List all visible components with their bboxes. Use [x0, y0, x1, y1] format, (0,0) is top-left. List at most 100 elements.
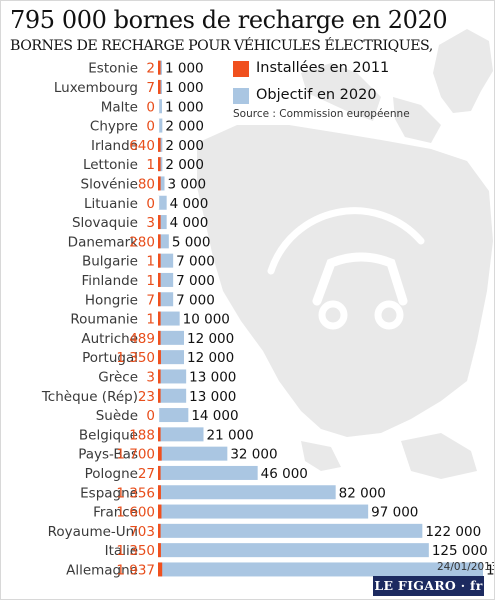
- country-label: Luxembourg: [54, 80, 138, 96]
- country-label: Bulgarie: [82, 254, 138, 270]
- target-value-label: 7 000: [176, 292, 215, 308]
- installed-bar: [158, 60, 161, 75]
- installed-value-label: 280: [129, 234, 155, 250]
- installed-value-label: 0: [146, 99, 155, 115]
- country-label: Estonie: [88, 61, 138, 77]
- country-label: Roumanie: [70, 312, 138, 328]
- target-bar: [158, 369, 187, 384]
- installed-bar: [158, 369, 161, 384]
- target-bar: [158, 215, 167, 230]
- country-label: Slovaquie: [72, 215, 138, 231]
- target-bar: [158, 311, 180, 326]
- installed-bar: [158, 446, 162, 461]
- installed-bar: [158, 465, 161, 480]
- installed-bar: [158, 408, 160, 423]
- target-value-label: 7 000: [176, 254, 215, 270]
- installed-value-label: 1: [146, 312, 155, 328]
- installed-value-label: 1: [146, 254, 155, 270]
- installed-value-label: 489: [129, 331, 155, 347]
- country-label: Allemagne: [66, 562, 138, 578]
- source-note: Source : Commission européenne: [233, 108, 410, 120]
- target-bar: [158, 176, 165, 191]
- installed-value-label: 27: [138, 466, 155, 482]
- installed-value-label: 1 700: [116, 447, 155, 463]
- installed-bar: [158, 253, 161, 268]
- country-label: Irlande: [91, 138, 138, 154]
- installed-bar: [158, 272, 161, 287]
- installed-value-label: 1 600: [116, 505, 155, 521]
- installed-bar: [158, 292, 161, 307]
- country-label: Malte: [101, 99, 138, 115]
- target-bar: [158, 272, 174, 287]
- le-figaro-logo: LE FIGARO · fr: [373, 576, 484, 596]
- target-bar: [158, 253, 174, 268]
- target-value-label: 1 000: [165, 80, 204, 96]
- target-bar: [158, 523, 423, 538]
- installed-bar: [158, 137, 161, 152]
- target-value-label: 5 000: [172, 234, 211, 250]
- country-label: Grèce: [98, 369, 138, 385]
- installed-bar: [158, 311, 161, 326]
- legend-swatch-target: [233, 88, 249, 104]
- installed-bar: [158, 485, 161, 500]
- target-value-label: 150 000: [486, 562, 495, 578]
- country-label: Slovénie: [81, 176, 139, 192]
- target-value-label: 46 000: [261, 466, 308, 482]
- target-value-label: 12 000: [187, 331, 234, 347]
- installed-bar: [158, 157, 161, 172]
- installed-bar: [158, 523, 161, 538]
- country-label: Italie: [105, 543, 138, 559]
- target-bar: [158, 234, 169, 249]
- target-value-label: 14 000: [191, 408, 238, 424]
- installed-value-label: 1: [146, 273, 155, 289]
- target-bar: [158, 408, 189, 423]
- country-label: Suède: [96, 408, 138, 424]
- electric-car-icon: [267, 207, 425, 330]
- country-label: Autriche: [81, 331, 138, 347]
- installed-value-label: 1 356: [116, 485, 155, 501]
- country-label: Tchèque (Rép): [41, 389, 138, 405]
- target-value-label: 21 000: [207, 427, 254, 443]
- target-bar: [158, 388, 187, 403]
- installed-bar: [158, 195, 160, 210]
- installed-value-label: 0: [146, 119, 155, 135]
- country-label: Lituanie: [84, 196, 138, 212]
- target-bar: [158, 427, 204, 442]
- installed-value-label: 1 937: [116, 562, 155, 578]
- target-value-label: 4 000: [170, 215, 209, 231]
- installed-value-label: 0: [146, 196, 155, 212]
- country-label: Danemark: [68, 234, 139, 250]
- installed-value-label: 1 350: [116, 350, 155, 366]
- country-label: Finlande: [81, 273, 138, 289]
- target-value-label: 2 000: [165, 157, 204, 173]
- installed-value-label: 1 350: [116, 543, 155, 559]
- target-bar: [158, 350, 184, 365]
- installed-bar: [158, 330, 161, 345]
- target-value-label: 4 000: [170, 196, 209, 212]
- target-value-label: 97 000: [371, 505, 418, 521]
- target-value-label: 2 000: [165, 119, 204, 135]
- chart-subtitle: BORNES DE RECHARGE POUR VÉHICULES ÉLECTR…: [10, 38, 433, 54]
- installed-value-label: 3: [146, 215, 155, 231]
- country-label: Hongrie: [85, 292, 138, 308]
- installed-value-label: 703: [129, 524, 155, 540]
- installed-bar: [158, 79, 161, 94]
- installed-bar: [158, 176, 161, 191]
- installed-value-label: 23: [138, 389, 155, 405]
- target-value-label: 1 000: [165, 99, 204, 115]
- country-label: Pologne: [85, 466, 138, 482]
- target-value-label: 122 000: [425, 524, 481, 540]
- chart-title: 795 000 bornes de recharge en 2020: [10, 6, 448, 34]
- target-bar: [158, 485, 336, 500]
- country-label: France: [93, 505, 138, 521]
- target-bar: [158, 543, 429, 558]
- installed-bar: [158, 99, 160, 114]
- installed-bar: [158, 388, 161, 403]
- target-bar: [158, 562, 483, 577]
- target-value-label: 3 000: [168, 176, 207, 192]
- country-label: Lettonie: [83, 157, 138, 173]
- target-bar: [158, 465, 258, 480]
- target-value-label: 7 000: [176, 273, 215, 289]
